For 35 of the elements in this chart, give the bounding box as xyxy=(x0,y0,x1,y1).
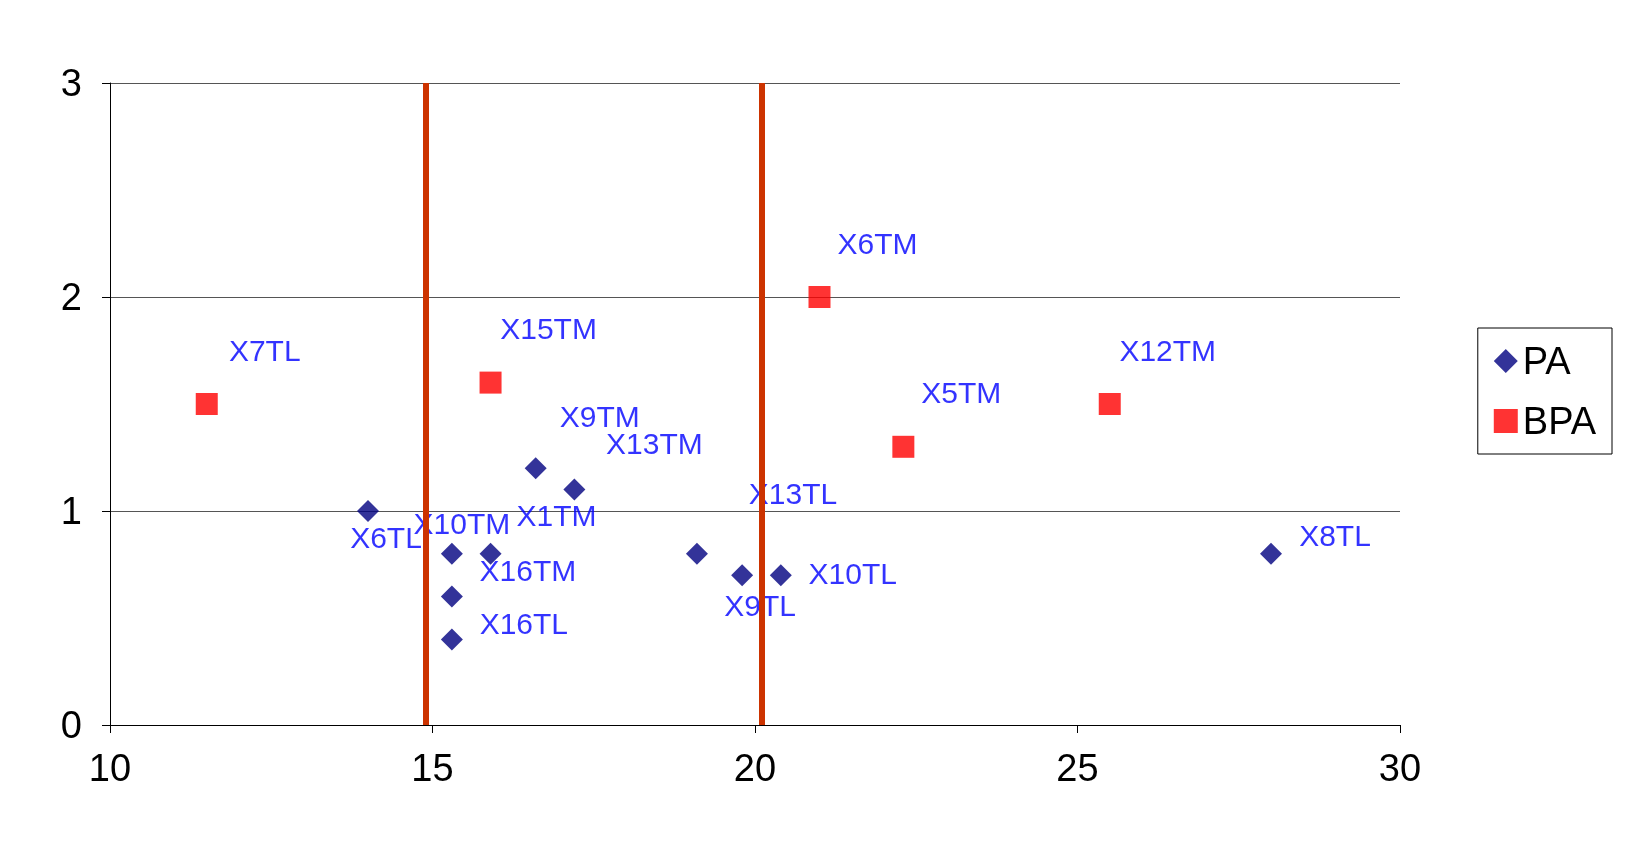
point xyxy=(685,542,708,565)
data-label: X8TL xyxy=(1299,519,1371,553)
data-label: X12TM xyxy=(1119,333,1217,367)
point xyxy=(479,371,502,394)
point xyxy=(892,435,915,458)
point xyxy=(440,542,463,565)
x-tick-label: 20 xyxy=(733,747,777,789)
data-label: X15TM xyxy=(500,312,597,346)
x-tick-label: 30 xyxy=(1378,747,1422,789)
point xyxy=(195,393,218,415)
data-label: X5TM xyxy=(921,376,1002,410)
data-label: X6TM xyxy=(837,226,918,260)
x-tick-label: 15 xyxy=(411,747,454,789)
point xyxy=(808,286,831,308)
point xyxy=(769,564,792,587)
legend-label: PA xyxy=(1522,340,1572,382)
point xyxy=(524,457,547,480)
point xyxy=(357,500,379,522)
y-tick-label: 1 xyxy=(60,490,82,532)
point xyxy=(1098,393,1121,415)
x-tick-label: 10 xyxy=(88,747,132,789)
point xyxy=(440,585,463,608)
y-tick-label: 0 xyxy=(60,704,82,746)
y-tick-label: 3 xyxy=(60,62,82,104)
point xyxy=(440,628,463,651)
legend-label: BPA xyxy=(1522,400,1597,442)
x-tick-label: 25 xyxy=(1056,747,1099,789)
y-tick-label: 2 xyxy=(60,276,82,318)
point xyxy=(731,564,754,587)
data-label: X10TL xyxy=(808,556,897,590)
point xyxy=(563,478,586,501)
data-label: X16TM xyxy=(479,554,577,588)
data-label: X16TL xyxy=(479,606,569,640)
point xyxy=(1260,542,1282,565)
data-label: X7TL xyxy=(228,333,301,367)
